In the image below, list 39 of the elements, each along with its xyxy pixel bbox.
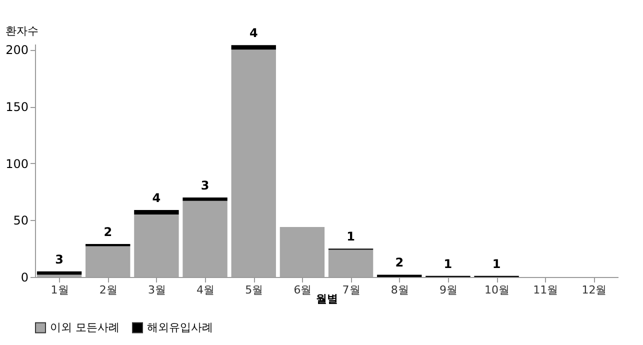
x-tick-label: 9월 bbox=[439, 284, 458, 296]
legend-label: 이외 모든사례 bbox=[50, 320, 120, 334]
x-tick-label: 11월 bbox=[533, 284, 558, 296]
y-tick-label: 100 bbox=[6, 156, 28, 171]
bar bbox=[231, 45, 276, 50]
x-tick-label: 6월 bbox=[294, 284, 312, 296]
legend-label: 해외유입사례 bbox=[147, 320, 213, 334]
data-label: 2 bbox=[395, 256, 404, 270]
x-tick-label: 1월 bbox=[50, 284, 69, 296]
x-tick-label: 5월 bbox=[245, 284, 264, 296]
x-tick-label: 10월 bbox=[484, 284, 510, 296]
x-tick-label: 3월 bbox=[148, 284, 166, 296]
data-label: 1 bbox=[444, 256, 452, 271]
data-label: 3 bbox=[55, 252, 64, 266]
bar bbox=[182, 200, 228, 277]
bar bbox=[134, 210, 179, 214]
data-label: 3 bbox=[200, 178, 210, 192]
y-tick-label: 50 bbox=[13, 214, 28, 228]
bar bbox=[86, 246, 130, 277]
data-label: 2 bbox=[104, 225, 112, 240]
data-label: 1 bbox=[346, 230, 355, 244]
y-axis-title: 환자수 bbox=[6, 24, 38, 38]
data-label: 4 bbox=[249, 26, 258, 40]
x-tick-label: 7월 bbox=[342, 284, 360, 296]
y-tick-label: 150 bbox=[6, 100, 28, 114]
y-tick-label: 0 bbox=[20, 270, 28, 284]
x-tick-label: 4월 bbox=[196, 284, 215, 296]
x-tick-label: 12월 bbox=[582, 284, 607, 296]
x-axis-title: 월별 bbox=[316, 292, 338, 306]
bar bbox=[231, 50, 276, 277]
data-label: 4 bbox=[152, 190, 161, 205]
y-tick-label: 200 bbox=[6, 43, 28, 58]
x-tick-label: 8월 bbox=[390, 284, 409, 296]
bar bbox=[328, 250, 374, 277]
bar bbox=[134, 214, 179, 277]
x-tick-label: 2월 bbox=[99, 284, 118, 296]
bar bbox=[182, 197, 228, 201]
bar bbox=[280, 226, 325, 277]
data-label: 1 bbox=[492, 256, 501, 271]
